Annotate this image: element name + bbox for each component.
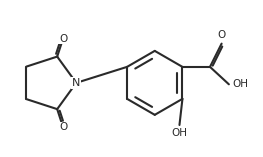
Text: O: O xyxy=(59,122,67,132)
Text: OH: OH xyxy=(171,128,188,138)
Text: O: O xyxy=(218,30,226,40)
Text: O: O xyxy=(59,34,67,44)
Text: N: N xyxy=(72,78,80,88)
Text: OH: OH xyxy=(233,79,249,89)
